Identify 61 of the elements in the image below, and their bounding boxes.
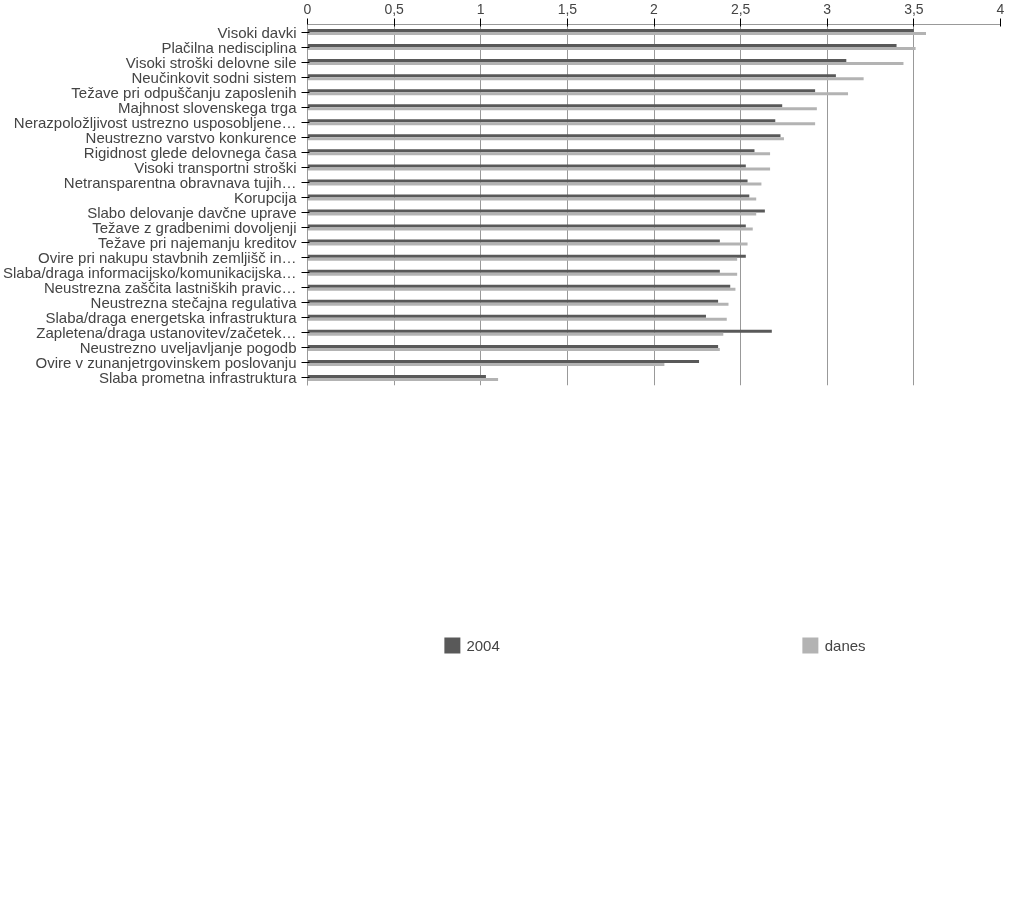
- bar: [307, 317, 727, 321]
- bar: [307, 92, 849, 96]
- x-tick-label: 4: [996, 0, 1005, 17]
- x-tick-label: 0,5: [384, 0, 405, 17]
- bar: [307, 242, 748, 246]
- bar: [307, 329, 772, 333]
- legend-label: 2004: [466, 636, 500, 654]
- y-tick-label: Neučinkovit sodni sistem: [131, 68, 297, 86]
- bar: [307, 77, 864, 81]
- bar: [307, 179, 748, 183]
- x-tick-label: 1,5: [557, 0, 578, 17]
- bar: [307, 272, 738, 276]
- bar: [307, 302, 729, 306]
- bar: [307, 59, 847, 63]
- bar: [307, 62, 904, 66]
- bar: [307, 269, 720, 273]
- y-tick-label: Težave pri odpuščanju zaposlenih: [71, 83, 297, 101]
- y-tick-label: Plačilna nedisciplina: [161, 38, 298, 56]
- x-tick-label: 2: [650, 0, 659, 17]
- y-tick-label: Rigidnost glede delovnega časa: [83, 143, 298, 161]
- bar: [307, 107, 817, 111]
- x-tick-label: 0: [303, 0, 312, 17]
- bar: [307, 164, 746, 168]
- bar: [307, 239, 720, 243]
- bar: [307, 314, 706, 318]
- bar: [307, 29, 914, 33]
- bar: [307, 287, 736, 291]
- bar: [307, 32, 926, 36]
- bar: [307, 332, 724, 336]
- bar: [307, 362, 665, 366]
- bar: [307, 104, 783, 108]
- bar: [307, 122, 816, 126]
- bar: [307, 152, 771, 156]
- bar: [307, 167, 771, 171]
- bar: [307, 74, 836, 78]
- bar: [307, 209, 765, 213]
- bar: [307, 119, 776, 123]
- legend-label: danes: [824, 636, 866, 654]
- bar: [307, 47, 916, 51]
- x-tick-label: 1: [476, 0, 485, 17]
- bar: [307, 182, 762, 186]
- bar: [307, 299, 719, 303]
- bar: [307, 359, 700, 363]
- bar: [307, 227, 753, 231]
- bar: [307, 257, 738, 261]
- bar: [307, 374, 486, 378]
- x-tick-label: 3: [823, 0, 832, 17]
- x-tick-label: 3,5: [904, 0, 924, 17]
- bar: [307, 377, 499, 381]
- bar: [307, 149, 755, 153]
- bar: [307, 254, 746, 258]
- bar: [307, 44, 897, 48]
- bar: [307, 89, 816, 93]
- bar: [307, 194, 750, 198]
- bar: [307, 197, 757, 201]
- x-tick-label: 2,5: [730, 0, 751, 17]
- bar: [307, 224, 746, 228]
- y-tick-label: Visoki stroški delovne sile: [125, 53, 297, 71]
- bar: [307, 212, 757, 216]
- y-tick-label: Visoki davki: [217, 23, 297, 41]
- bar: [307, 284, 731, 288]
